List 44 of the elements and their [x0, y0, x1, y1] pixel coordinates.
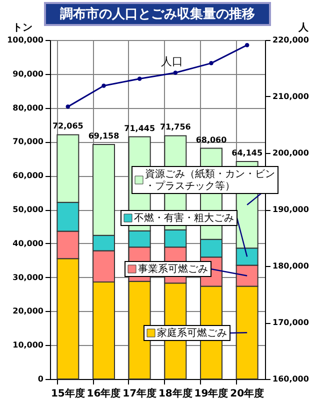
y-tick-label: 70,000 — [12, 137, 44, 146]
point — [244, 42, 250, 48]
legend-label: 事業系可燃ごみ — [138, 263, 208, 275]
point — [66, 104, 70, 109]
total-label: 71,445 — [124, 124, 156, 133]
x-tick-label: 16年度 — [86, 388, 121, 400]
y2-tick-label: 220,000 — [272, 36, 310, 44]
y2-tick-label: 160,000 — [272, 374, 310, 384]
legend-label: 資源ごみ（紙類・カン・ビン・プラスチック等） — [145, 168, 275, 192]
y-tick-label: 20,000 — [12, 306, 44, 316]
x-tick-label: 17年度 — [122, 388, 157, 400]
y-tick-label: 10,000 — [12, 340, 44, 350]
y-tick-label: 80,000 — [12, 103, 44, 112]
y-tick-label: 100,000 — [7, 36, 44, 44]
y-tick-label: 50,000 — [12, 205, 44, 214]
y-tick-label: 40,000 — [12, 238, 44, 248]
legend-label: 家庭系可燃ごみ — [157, 327, 227, 339]
x-tick-label: 18年度 — [158, 388, 192, 400]
total-label: 68,060 — [196, 135, 228, 144]
total-label: 64,145 — [232, 148, 263, 158]
y2-tick-label: 200,000 — [272, 148, 310, 158]
x-tick-label: 20年度 — [230, 388, 264, 400]
y2-axis-title: 人 — [298, 22, 310, 34]
x-tick-label: 19年度 — [194, 388, 228, 400]
total-label: 69,158 — [88, 132, 120, 141]
y-axis-title: トン — [12, 22, 32, 34]
chart-title: 調布市の人口とごみ収集量の推移 — [60, 6, 255, 22]
total-label: 71,756 — [160, 122, 192, 132]
y-tick-label: 0 — [38, 374, 44, 384]
y-tick-label: 60,000 — [12, 171, 44, 180]
legend-label: 不燃・有害・粗大ごみ — [134, 212, 234, 224]
point — [102, 84, 106, 88]
y2-tick-label: 190,000 — [272, 205, 310, 214]
total-label: 72,065 — [52, 122, 84, 131]
y2-tick-label: 170,000 — [272, 318, 310, 327]
x-tick-label: 15年度 — [50, 388, 85, 400]
y-tick-label: 30,000 — [12, 272, 44, 282]
y-tick-label: 90,000 — [12, 69, 44, 78]
y2-tick-label: 210,000 — [272, 92, 310, 101]
series-label: 人口 — [161, 55, 183, 68]
point — [137, 76, 142, 81]
y2-tick-label: 180,000 — [272, 262, 310, 270]
point — [173, 70, 178, 75]
point — [209, 61, 214, 66]
